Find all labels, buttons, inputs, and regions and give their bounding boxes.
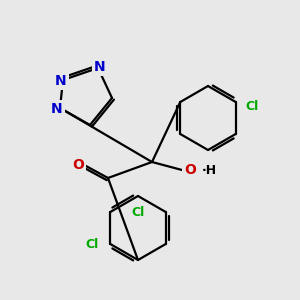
Text: O: O (184, 163, 196, 177)
Text: N: N (55, 74, 67, 88)
Text: Cl: Cl (245, 100, 258, 112)
Text: Cl: Cl (131, 206, 145, 218)
Text: ·H: ·H (202, 164, 217, 176)
Text: O: O (72, 158, 84, 172)
Text: Cl: Cl (86, 238, 99, 250)
Text: N: N (51, 102, 63, 116)
Text: N: N (94, 60, 106, 74)
